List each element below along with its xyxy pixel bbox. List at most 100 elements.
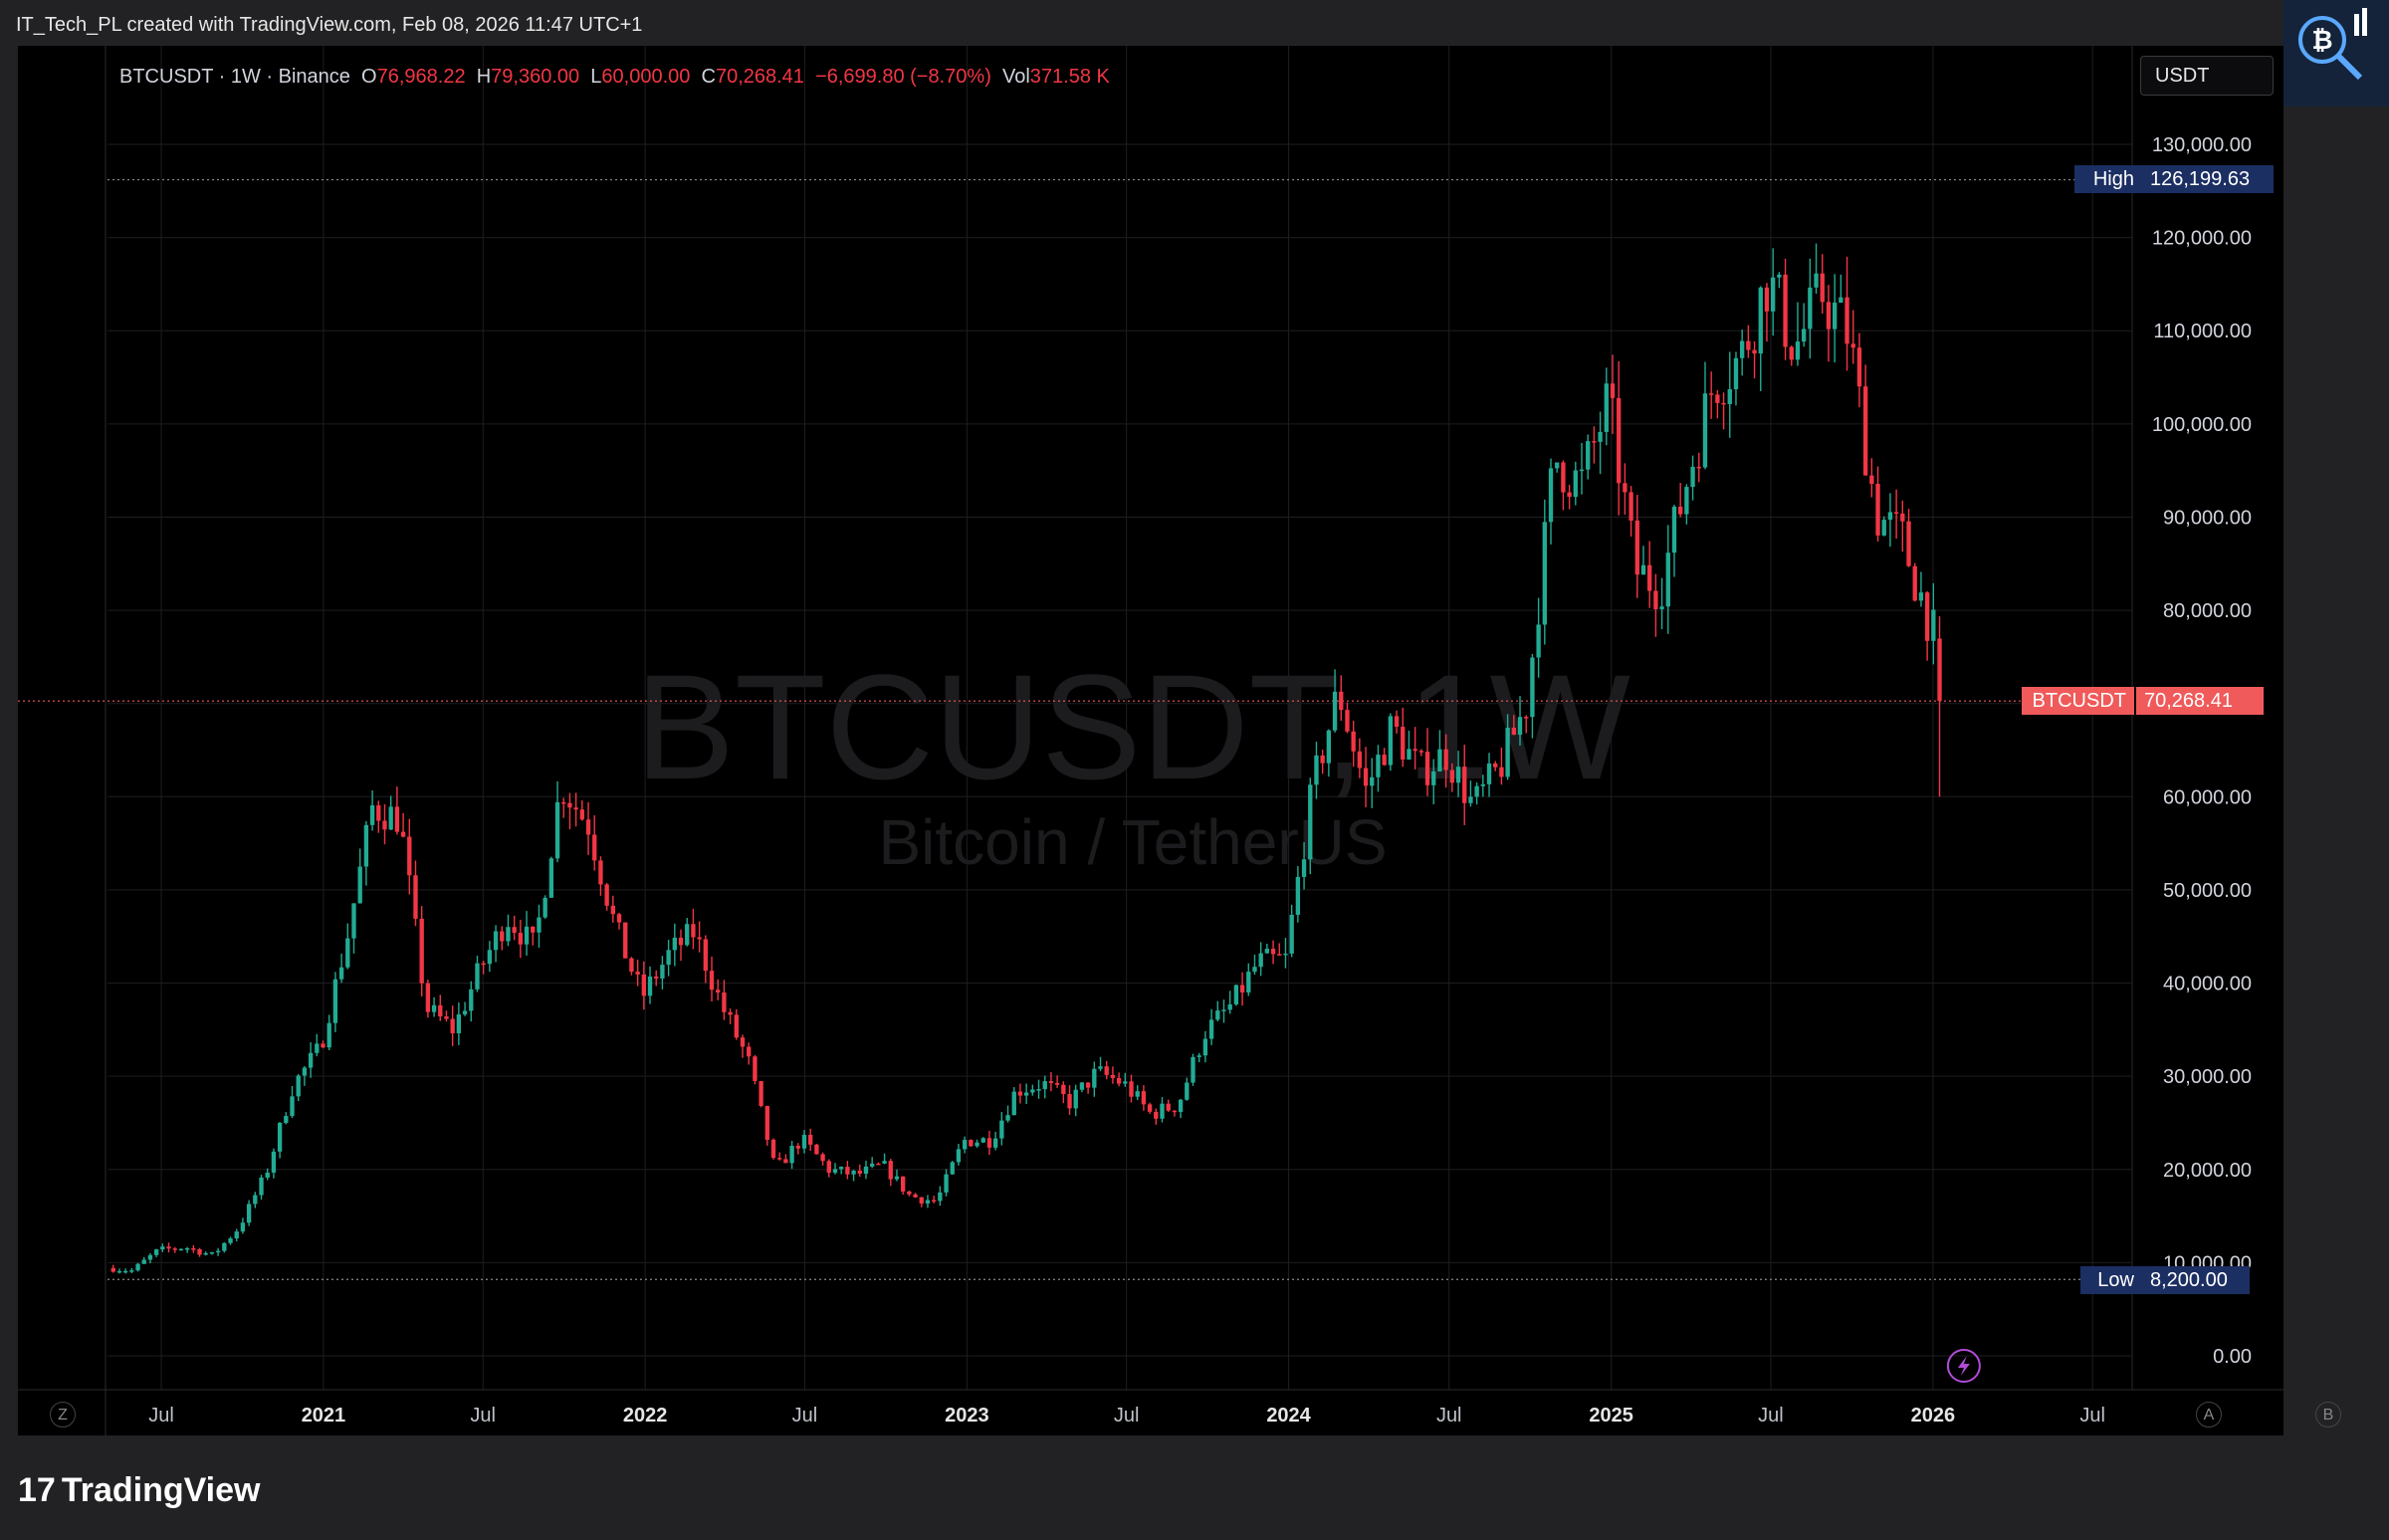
candle-body [1116, 1077, 1122, 1084]
candle-body [1166, 1103, 1171, 1111]
candle-body [1474, 785, 1479, 797]
y-tick-label: 40,000.00 [2163, 974, 2252, 995]
candle-body [518, 933, 524, 945]
candle-body [678, 937, 684, 946]
candle-body [795, 1146, 800, 1149]
candle-body [1801, 329, 1807, 342]
candle-body [1659, 606, 1664, 609]
candle-body [1511, 728, 1516, 736]
candle-body [321, 1043, 326, 1048]
candle-body [1357, 751, 1363, 769]
candle-body [129, 1270, 134, 1272]
x-tick-label: Jul [470, 1405, 496, 1427]
symbol-label[interactable]: BTCUSDT · 1W · Binance [119, 66, 350, 88]
candle-body [1308, 784, 1313, 860]
candle-body [616, 914, 622, 923]
volume-label: Vol [1001, 66, 1030, 88]
candle-body [1141, 1091, 1147, 1105]
candle-body [888, 1161, 893, 1180]
candle-body [1277, 954, 1282, 956]
candle-body [1505, 728, 1510, 777]
candle-body [604, 884, 609, 906]
candle-body [1196, 1055, 1201, 1057]
candle-body [1579, 469, 1585, 472]
candle-body [561, 801, 566, 804]
candle-body [709, 971, 715, 990]
chart-area[interactable]: 0.00 10,000.00 20,000.00 30,000.00 40,000.00… [18, 46, 2283, 1435]
candle-body [197, 1248, 202, 1255]
candle-body [1665, 552, 1670, 607]
candle-body [1345, 710, 1350, 732]
candle-body [456, 1014, 462, 1033]
candle-body [469, 989, 474, 1011]
candle-body [1370, 776, 1375, 786]
low-label: L [590, 66, 602, 88]
tradingview-brand: TradingView [61, 1471, 261, 1509]
candle-body [1123, 1081, 1128, 1084]
candle-body [240, 1222, 246, 1232]
candle-body [1233, 985, 1239, 1004]
currency-button[interactable]: USDT [2140, 56, 2274, 96]
candle-body [332, 979, 338, 1023]
close-label: C [701, 66, 716, 88]
candle-body [839, 1167, 844, 1170]
chart-credit: IT_Tech_PL created with TradingView.com,… [16, 14, 643, 36]
candle-body [1924, 592, 1930, 641]
candle-body [1468, 796, 1473, 803]
candle-body [1931, 609, 1936, 641]
ohlc-legend: BTCUSDT · 1W · Binance O76,968.22 H79,36… [119, 66, 1110, 89]
high-label: H [476, 66, 492, 88]
candle-body [919, 1197, 924, 1204]
candle-body [1499, 767, 1504, 777]
x-tick-label: 2024 [1266, 1405, 1311, 1427]
candle-body [1789, 346, 1794, 360]
candle-body [487, 950, 493, 965]
candle-body [956, 1149, 962, 1163]
candle-body [1758, 287, 1763, 354]
candle-body [524, 926, 530, 945]
candle-body [1147, 1104, 1153, 1112]
candle-body [1893, 512, 1899, 514]
candle-body [1777, 274, 1782, 278]
candle-body [475, 963, 480, 990]
candle-body [184, 1248, 190, 1250]
y-tick-label: 50,000.00 [2163, 880, 2252, 902]
candle-body [1098, 1066, 1103, 1069]
candle-body [770, 1139, 776, 1159]
candle-body [1339, 691, 1344, 711]
y-tick-label: 120,000.00 [2152, 228, 2252, 250]
candle-body [1191, 1056, 1195, 1083]
candle-body [1610, 383, 1616, 398]
candle-body [1332, 691, 1338, 731]
candle-body [537, 917, 542, 933]
candle-body [1073, 1089, 1078, 1109]
go-back-button[interactable]: B [2315, 1402, 2341, 1428]
candle-body [1937, 638, 1942, 702]
candle-body [1449, 770, 1455, 783]
candle-body [1839, 297, 1844, 304]
candle-body [685, 924, 690, 946]
candle-body [369, 805, 375, 825]
open-value: 76,968.22 [376, 66, 466, 88]
candle-body [1431, 770, 1436, 785]
candle-body [1227, 1003, 1232, 1010]
candle-body [203, 1252, 208, 1255]
candle-body [1036, 1089, 1041, 1091]
auto-scale-button[interactable]: A [2196, 1402, 2222, 1428]
y-tick-label: 20,000.00 [2163, 1160, 2252, 1182]
candle-body [413, 875, 418, 919]
candle-body [1573, 470, 1578, 498]
candle-body [814, 1144, 819, 1155]
candlestick-chart[interactable]: 0.0010,000.0020,000.0030,000.0040,000.00… [18, 46, 2283, 1435]
candle-body [209, 1251, 215, 1254]
candle-body [1567, 492, 1572, 498]
candle-body [925, 1200, 931, 1204]
candle-body [1042, 1081, 1047, 1090]
candle-body [419, 918, 424, 984]
candle-body [950, 1162, 955, 1175]
candle-body [913, 1194, 918, 1198]
candle-body [1252, 967, 1257, 973]
candle-body [900, 1176, 906, 1192]
scroll-to-start-button[interactable]: Z [50, 1402, 76, 1428]
y-tick-label: 60,000.00 [2163, 786, 2252, 808]
